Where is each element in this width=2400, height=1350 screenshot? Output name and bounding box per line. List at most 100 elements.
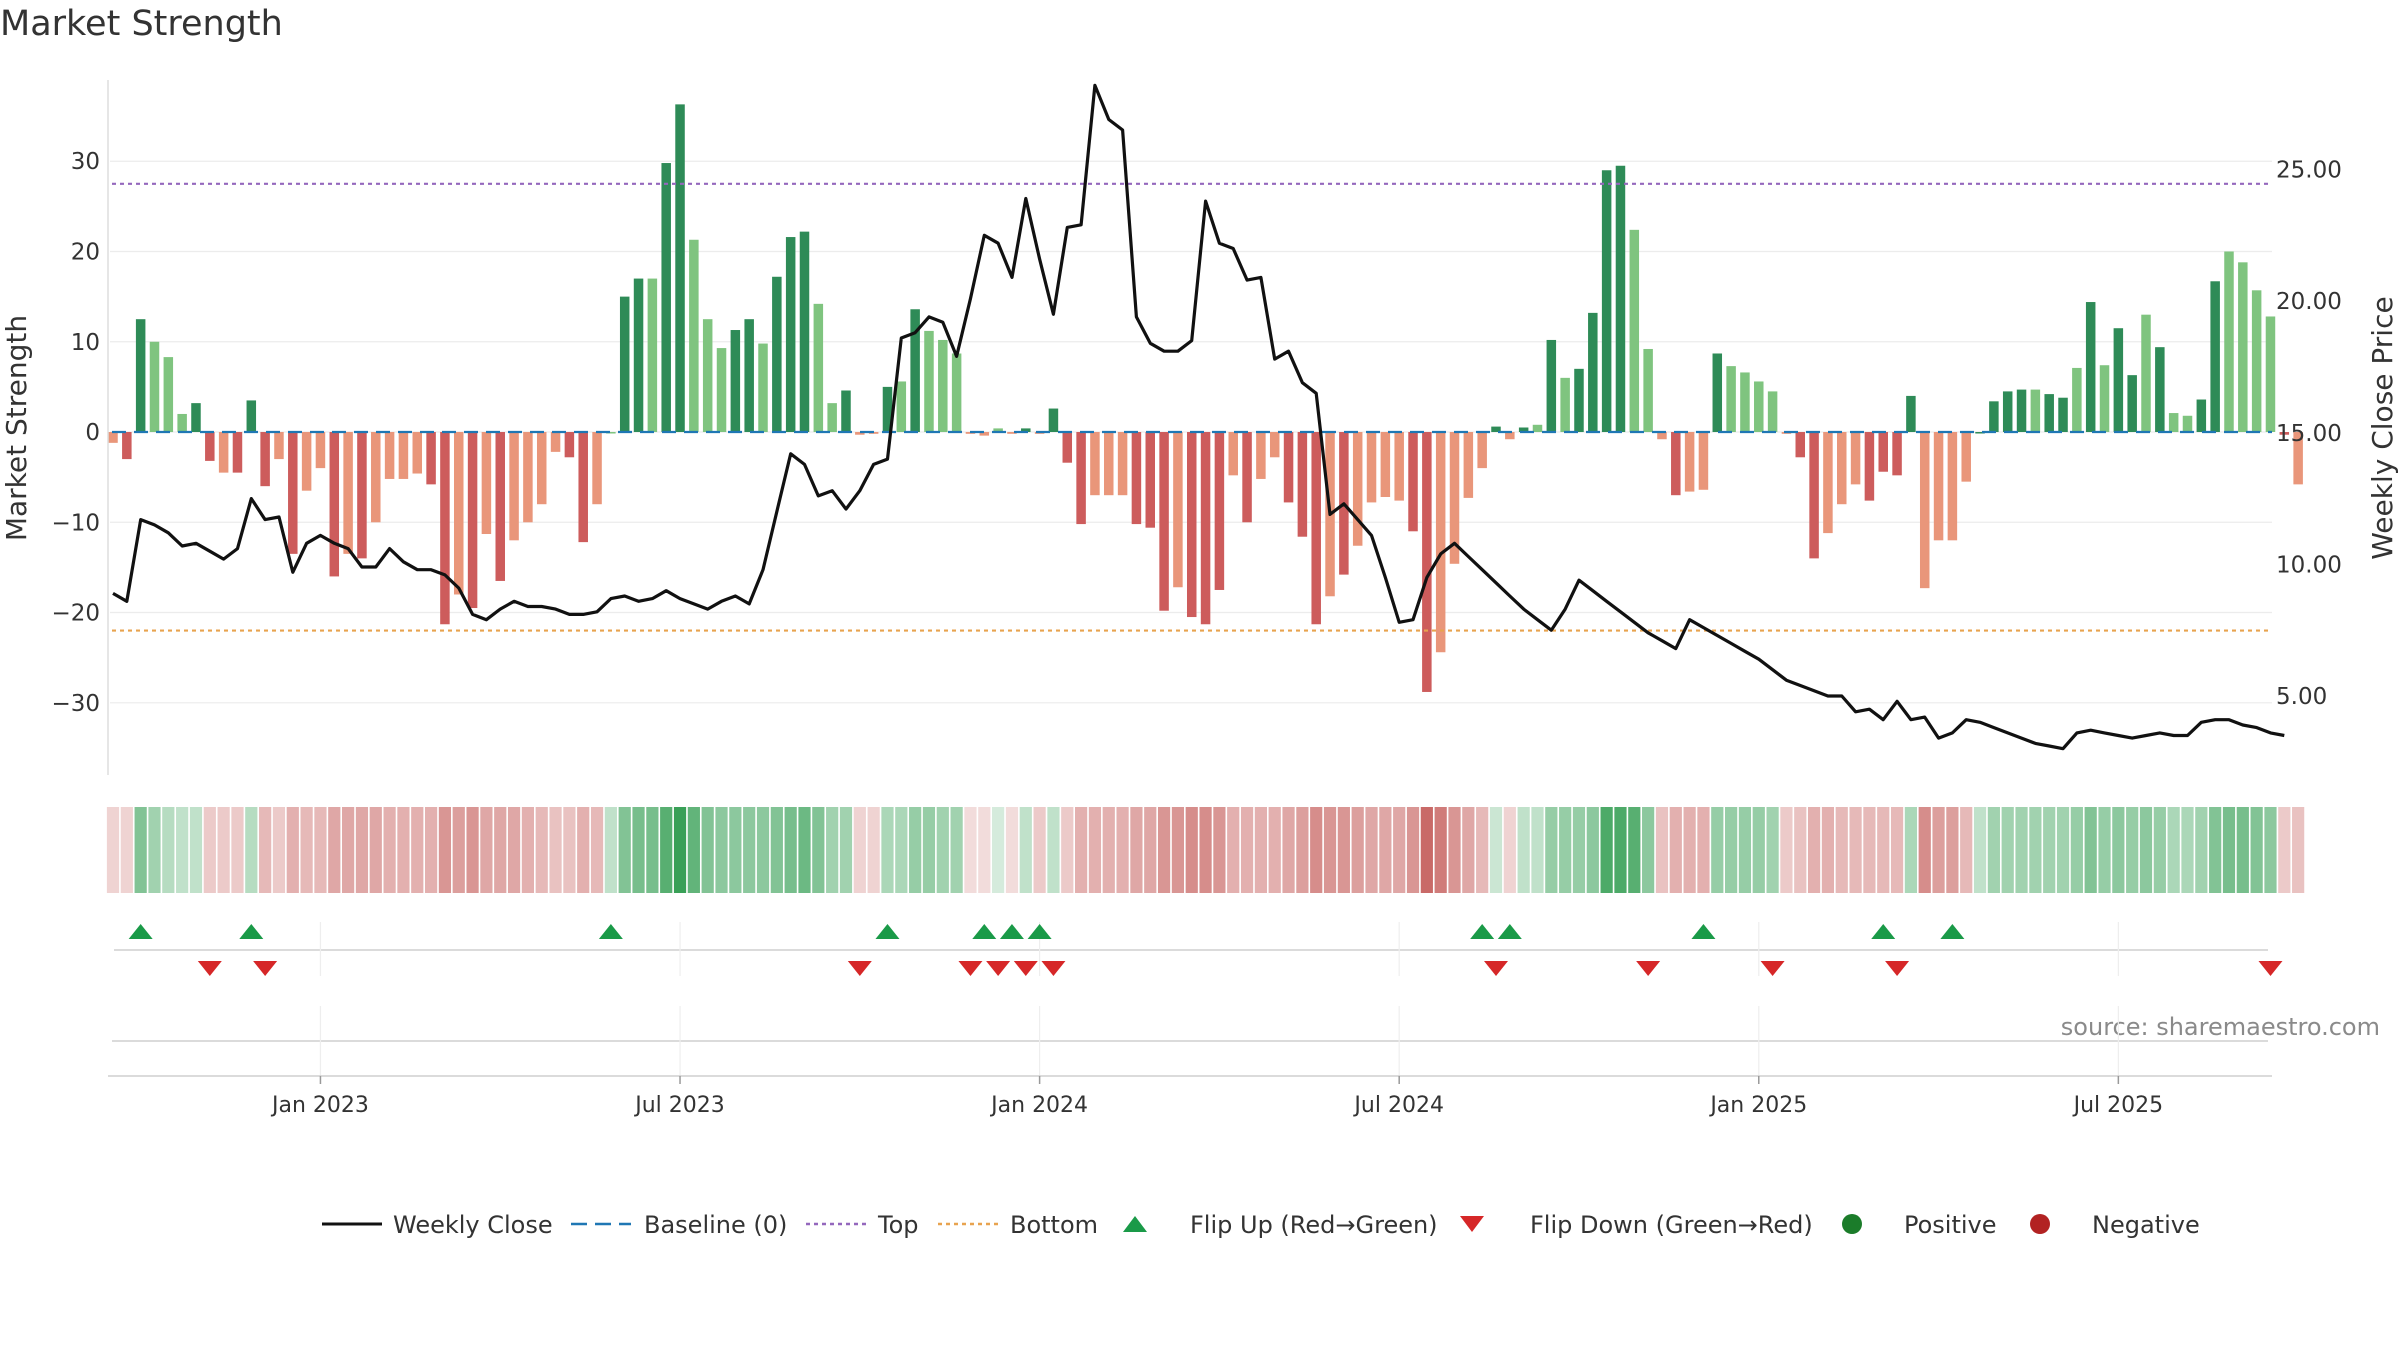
band-cell — [2139, 807, 2153, 893]
band-cell — [2195, 807, 2208, 893]
band-cell — [2001, 807, 2014, 893]
band-cell — [2098, 807, 2111, 893]
right-tick-label: 25.00 — [2276, 158, 2342, 184]
strength-bar — [2265, 316, 2276, 433]
x-axis: Jan 2023 Jul 2023 Jan 2024 Jul 2024 Jan 2025… — [108, 1075, 2272, 1118]
strength-bar — [1850, 432, 1861, 485]
band-cell — [466, 807, 479, 893]
band-cell — [1448, 807, 1461, 893]
x-tick-label: Jul 2023 — [633, 1093, 725, 1118]
band-cell — [1600, 807, 1613, 893]
band-cell — [535, 807, 548, 893]
strength-bar — [1062, 432, 1073, 463]
band-cell — [1476, 807, 1489, 893]
band-cell — [577, 807, 590, 893]
band-cell — [1890, 807, 1904, 893]
band-cell — [1628, 807, 1641, 893]
strength-bar — [1352, 432, 1363, 546]
strength-bar — [1200, 432, 1211, 625]
flip-down-marker — [2258, 961, 2283, 976]
band-cell — [909, 807, 922, 893]
band-cell — [1738, 807, 1752, 893]
band-cell — [1268, 807, 1281, 893]
strength-bar — [979, 432, 990, 436]
band-cell — [452, 807, 465, 893]
band-cell — [1227, 807, 1240, 893]
band-cell — [1337, 807, 1350, 893]
strength-bar — [799, 231, 810, 433]
strength-bar — [2224, 251, 2234, 433]
flip-up-marker — [972, 924, 997, 939]
band-cell — [881, 807, 894, 893]
flip-up-marker — [598, 924, 623, 939]
band-cell — [203, 807, 216, 893]
band-cell — [2278, 807, 2291, 893]
left-tick-label: 0 — [85, 420, 100, 446]
strength-bar — [1684, 432, 1695, 492]
strength-bar — [1657, 432, 1667, 440]
flip-up-marker — [1691, 924, 1716, 939]
strength-bar — [2127, 375, 2137, 433]
flip-up-marker — [1470, 924, 1495, 939]
band-cell — [1365, 807, 1378, 893]
band-cell — [314, 807, 327, 893]
band-cell — [660, 807, 673, 893]
x-tick-label: Jul 2024 — [1352, 1093, 1444, 1118]
band-cell — [1102, 807, 1115, 893]
strength-bar — [260, 432, 270, 487]
strength-bar — [1919, 432, 1930, 589]
strength-bar — [1117, 432, 1128, 496]
strength-bar — [163, 357, 174, 433]
strength-bar — [550, 432, 561, 452]
strength-bar — [785, 237, 796, 433]
strength-bar — [398, 432, 409, 479]
band-cell — [853, 807, 866, 893]
flip-up-marker — [875, 924, 900, 939]
strength-bar — [1560, 377, 1570, 433]
band-cell — [494, 807, 507, 893]
band-cell — [604, 807, 617, 893]
legend-swatch — [1842, 1214, 1862, 1234]
legend-label: Top — [877, 1211, 919, 1239]
band-cell — [521, 807, 534, 893]
band-cell — [1559, 807, 1572, 893]
flip-down-marker — [253, 961, 278, 976]
band-cell — [1144, 807, 1157, 893]
strength-bar — [536, 432, 547, 505]
band-cell — [563, 807, 576, 893]
strength-bar — [578, 432, 588, 543]
strength-bar — [177, 413, 187, 433]
strength-bar — [1698, 432, 1709, 490]
strength-bar — [716, 348, 727, 433]
band-cell — [1821, 807, 1835, 893]
flip-markers — [114, 922, 2283, 976]
legend-label: Weekly Close — [393, 1211, 553, 1239]
band-cell — [1379, 807, 1392, 893]
flip-up-marker — [1940, 924, 1965, 939]
band-cell — [2015, 807, 2028, 893]
band-cell — [1904, 807, 1917, 893]
legend-label: Bottom — [1010, 1211, 1098, 1239]
strength-bar — [301, 432, 312, 491]
strength-bar — [882, 386, 893, 433]
band-cell — [1960, 807, 1973, 893]
band-cell — [950, 807, 963, 893]
band-cell — [120, 807, 133, 893]
band-cell — [1462, 807, 1475, 893]
strength-bar — [1574, 368, 1584, 433]
strength-bar — [702, 319, 713, 433]
left-tick-label: 10 — [71, 330, 100, 356]
band-cell — [1614, 807, 1627, 893]
strength-bar — [1809, 432, 1819, 559]
band-cell — [867, 807, 880, 893]
band-cell — [1683, 807, 1696, 893]
strength-bar — [135, 319, 146, 433]
strength-bar — [315, 432, 326, 469]
left-tick-label: −30 — [51, 691, 100, 717]
strength-bar — [910, 309, 920, 433]
band-cell — [355, 807, 369, 893]
band-cell — [2250, 807, 2263, 893]
flip-down-marker — [958, 961, 983, 976]
strength-bar — [1463, 432, 1474, 498]
band-cell — [1240, 807, 1254, 893]
